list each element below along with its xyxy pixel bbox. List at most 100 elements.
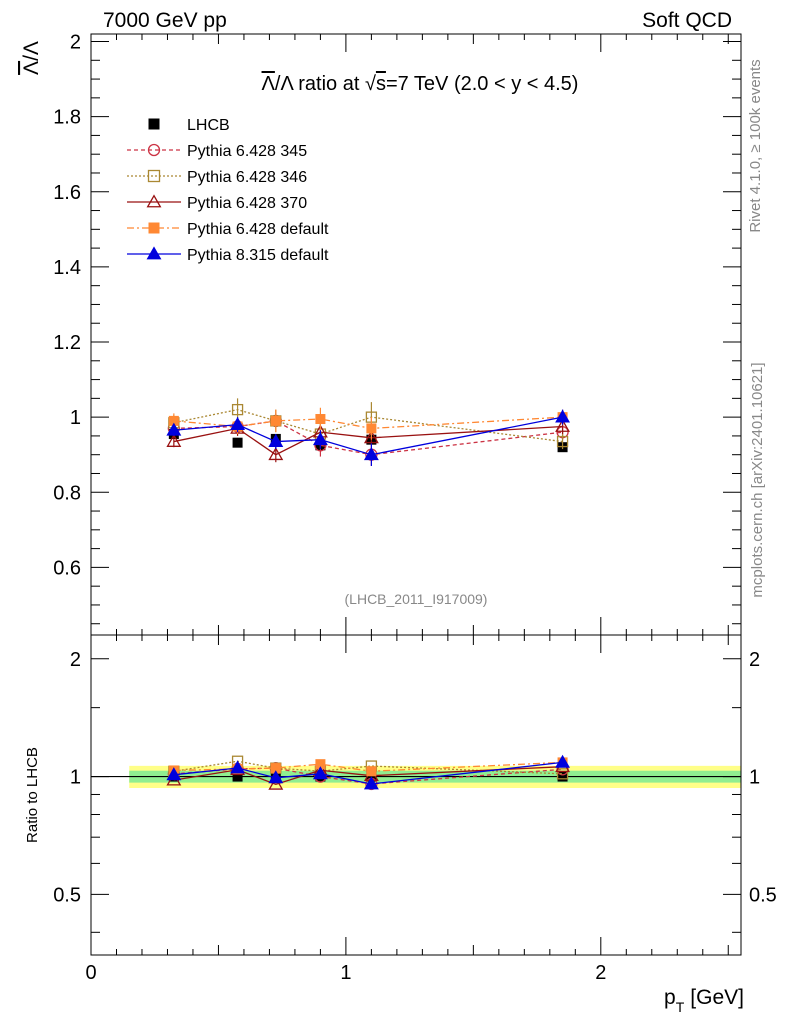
- series-1-line: [173, 420, 563, 456]
- series-5-point-2: [268, 433, 284, 447]
- ratio-series-4-point-2: [270, 763, 281, 774]
- ylabel-main-bar: Λ: [20, 61, 43, 75]
- title-ratio-text: /Λ ratio at √: [275, 73, 376, 95]
- ratio-series-5-point-5: [555, 754, 571, 768]
- ratio-series-5-point-3-shape: [312, 766, 328, 780]
- y-tick-label-main: 0.8: [53, 482, 81, 504]
- y-tick-label-main: 1.2: [53, 332, 81, 354]
- series-5-point-5: [555, 409, 571, 423]
- legend: LHCB Pythia 6.428 345 Pythia 6.428 346 Pyth…: [127, 117, 329, 264]
- series-3-point-2: [268, 447, 284, 461]
- ratio-series-1-line: [173, 767, 563, 785]
- ratio-series-5-point-2: [268, 770, 284, 784]
- series-3-point-5: [555, 418, 571, 432]
- y-tick-label-ratio: 0.5: [53, 884, 81, 906]
- xlabel-sub: T: [676, 999, 685, 1015]
- series-5-point-4: [363, 447, 379, 461]
- chart-title: Λ/Λ ratio at √s=7 TeV (2.0 < y < 4.5): [262, 73, 579, 95]
- series-4-line: [173, 416, 563, 430]
- ratio-series-4-point-4-shape: [366, 766, 377, 777]
- series-5-point-3: [312, 432, 328, 446]
- series-2-line: [173, 408, 563, 443]
- legend-marker-2: [147, 169, 161, 183]
- y-tick-label-ratio-right: 2: [749, 649, 760, 671]
- ratio-series-5-point-3: [312, 766, 328, 780]
- series-4-point-4: [366, 423, 377, 434]
- series-5-point-4-shape: [363, 447, 379, 461]
- legend-item-3: Pythia 6.428 370: [127, 194, 307, 212]
- ratio-series-5-point-1: [230, 760, 246, 774]
- series-2-point-1: [231, 403, 244, 416]
- ratio-frame: [90, 634, 742, 956]
- y-tick-label-ratio: 2: [70, 649, 81, 671]
- x-tick-label: 2: [595, 962, 606, 984]
- legend-label-0: LHCB: [187, 117, 230, 134]
- ratio-series-5-line: [173, 761, 563, 785]
- series-4-point-0-shape: [168, 415, 179, 426]
- legend-marker-5-shape: [146, 246, 162, 260]
- legend-marker-2-shape: [147, 169, 161, 183]
- legend-item-1: Pythia 6.428 345: [127, 143, 307, 160]
- xlabel-unit: [GeV]: [690, 986, 744, 1009]
- series-5-point-0-shape: [166, 422, 182, 436]
- series-4-point-2: [270, 415, 281, 426]
- series-3-line: [173, 425, 563, 456]
- y-tick-label-main: 0.6: [53, 557, 81, 579]
- series-4-point-2-shape: [270, 415, 281, 426]
- header-left: 7000 GeV pp: [103, 9, 227, 32]
- ratio-series-layer: [166, 754, 571, 791]
- ylabel-main: Λ/Λ: [20, 41, 43, 75]
- ratio-series-5-point-0-shape: [166, 767, 182, 781]
- series-2-point-5-shape: [556, 435, 569, 448]
- x-tick-label: 1: [340, 962, 351, 984]
- legend-marker-4-shape: [148, 222, 160, 234]
- series-3-point-2-shape: [268, 447, 284, 461]
- y-tick-label-ratio-right: 0.5: [749, 884, 777, 906]
- y-tick-label-main: 1: [70, 407, 81, 429]
- ratio-series-5-point-2-shape: [268, 770, 284, 784]
- legend-item-0: LHCB: [148, 117, 230, 134]
- ratio-series-4-point-4: [366, 766, 377, 777]
- ratio-series-5-point-5-shape: [555, 754, 571, 768]
- legend-label-3: Pythia 6.428 370: [187, 195, 307, 212]
- series-0-point-1-shape: [232, 437, 243, 448]
- series-4-point-3: [315, 414, 326, 425]
- series-5-point-3-shape: [312, 432, 328, 446]
- legend-marker-1: [147, 143, 161, 157]
- legend-marker-0: [148, 118, 160, 130]
- legend-label-1: Pythia 6.428 345: [187, 143, 307, 160]
- legend-label-4: Pythia 6.428 default: [187, 221, 329, 238]
- series-2-point-1-shape: [231, 403, 244, 416]
- axis-layer: 0 1 2 0.6 0.8 1 1.2 1.4 1.6 1.8 2 0.5 0.5 1 1 2 2: [53, 32, 777, 984]
- series-3-point-4: [363, 430, 379, 444]
- mcplots-label: mcplots.cern.ch [arXiv:2401.10621]: [749, 362, 766, 597]
- legend-item-2: Pythia 6.428 346: [127, 169, 307, 186]
- y-tick-label-ratio: 1: [70, 767, 81, 789]
- title-bar-lambda: Λ: [262, 73, 276, 95]
- legend-label-5: Pythia 8.315 default: [187, 247, 329, 264]
- series-5-line: [173, 416, 563, 456]
- legend-item-5: Pythia 8.315 default: [127, 246, 329, 264]
- series-5-point-5-shape: [555, 409, 571, 423]
- series-3-point-4-shape: [363, 430, 379, 444]
- ratio-series-3-line: [173, 766, 563, 786]
- ratio-series-5-point-1-shape: [230, 760, 246, 774]
- ratio-series-2-point-5: [556, 768, 569, 780]
- ratio-series-2-point-5-shape: [556, 768, 569, 780]
- series-3-point-5-shape: [555, 418, 571, 432]
- series-3-point-0-shape: [166, 433, 182, 447]
- series-4-point-4-shape: [366, 423, 377, 434]
- legend-marker-3-shape: [146, 194, 162, 208]
- header-right: Soft QCD: [642, 9, 732, 32]
- ylabel-ratio: Ratio to LHCB: [24, 747, 41, 843]
- ratio-series-2-line: [173, 760, 563, 775]
- y-tick-label-main: 1.4: [53, 257, 81, 279]
- ratio-series-0-point-5: [557, 771, 568, 782]
- series-layer: [166, 398, 571, 466]
- analysis-tag: (LHCB_2011_I917009): [345, 591, 488, 607]
- series-5-point-1: [230, 417, 246, 431]
- rivet-label: Rivet 4.1.0, ≥ 100k events: [747, 59, 764, 232]
- y-tick-label-main: 1.8: [53, 107, 81, 129]
- x-tick-label: 0: [85, 962, 96, 984]
